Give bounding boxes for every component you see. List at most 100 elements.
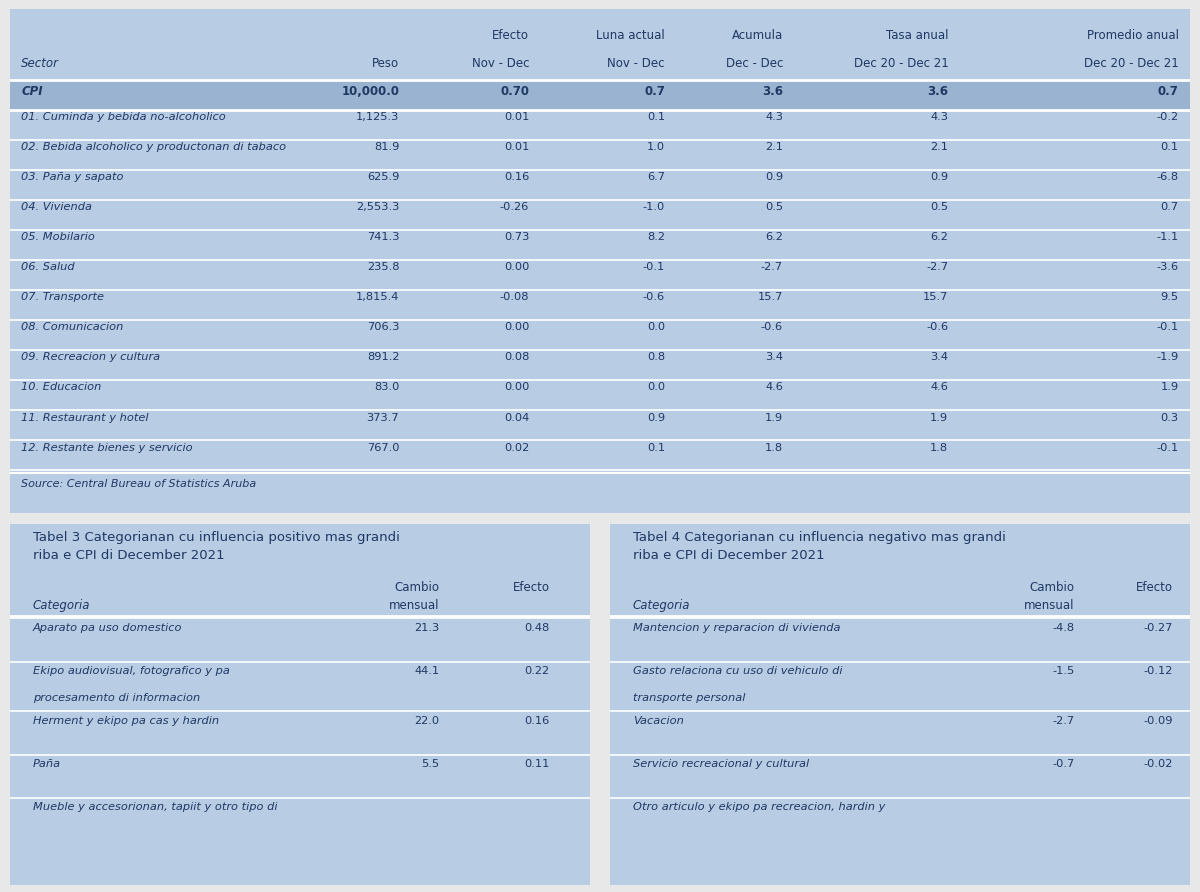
Text: 0.8: 0.8 (647, 352, 665, 362)
Text: 767.0: 767.0 (367, 442, 400, 452)
Text: Mueble y accesorionan, tapiit y otro tipo di: Mueble y accesorionan, tapiit y otro tip… (32, 803, 277, 813)
Text: 0.22: 0.22 (524, 666, 550, 676)
Text: 0.73: 0.73 (504, 232, 529, 243)
Text: Mantencion y reparacion di vivienda: Mantencion y reparacion di vivienda (632, 623, 840, 632)
Text: 0.9: 0.9 (930, 172, 948, 182)
Text: -0.1: -0.1 (1157, 322, 1178, 333)
Text: Ekipo audiovisual, fotografico y pa: Ekipo audiovisual, fotografico y pa (32, 666, 229, 676)
Text: -0.26: -0.26 (500, 202, 529, 212)
Text: -0.1: -0.1 (1157, 442, 1178, 452)
Bar (10, 80, 1190, 110)
Text: 04. Vivienda: 04. Vivienda (22, 202, 92, 212)
Text: 0.70: 0.70 (500, 85, 529, 97)
Text: riba e CPI di December 2021: riba e CPI di December 2021 (32, 549, 224, 562)
Text: -0.08: -0.08 (499, 293, 529, 302)
Text: 1.8: 1.8 (764, 442, 784, 452)
Text: 0.16: 0.16 (524, 715, 550, 726)
Text: 21.3: 21.3 (414, 623, 439, 632)
Text: Cambio: Cambio (1030, 582, 1074, 594)
Text: 706.3: 706.3 (367, 322, 400, 333)
Text: -1.5: -1.5 (1052, 666, 1074, 676)
Text: 1.9: 1.9 (930, 412, 948, 423)
Text: 0.08: 0.08 (504, 352, 529, 362)
Text: Acumula: Acumula (732, 29, 784, 42)
Text: 4.3: 4.3 (930, 112, 948, 122)
Text: 0.1: 0.1 (1160, 142, 1178, 153)
Text: 01. Cuminda y bebida no-alcoholico: 01. Cuminda y bebida no-alcoholico (22, 112, 226, 122)
Text: 1,815.4: 1,815.4 (356, 293, 400, 302)
Text: 6.2: 6.2 (766, 232, 784, 243)
Text: 1,125.3: 1,125.3 (356, 112, 400, 122)
Text: 373.7: 373.7 (367, 412, 400, 423)
Text: Herment y ekipo pa cas y hardin: Herment y ekipo pa cas y hardin (32, 715, 218, 726)
Text: Paña: Paña (32, 759, 61, 769)
Text: -0.6: -0.6 (643, 293, 665, 302)
Text: Cambio: Cambio (395, 582, 439, 594)
Text: 0.00: 0.00 (504, 383, 529, 392)
Text: 0.7: 0.7 (1158, 85, 1178, 97)
Text: Source: Central Bureau of Statistics Aruba: Source: Central Bureau of Statistics Aru… (22, 479, 257, 489)
Text: -0.27: -0.27 (1144, 623, 1172, 632)
Text: 10. Educacion: 10. Educacion (22, 383, 102, 392)
Text: -2.7: -2.7 (761, 262, 784, 272)
Text: 4.3: 4.3 (766, 112, 784, 122)
Text: Tabel 4 Categorianan cu influencia negativo mas grandi: Tabel 4 Categorianan cu influencia negat… (632, 531, 1006, 544)
Text: 0.02: 0.02 (504, 442, 529, 452)
Text: Nov - Dec: Nov - Dec (607, 57, 665, 70)
Text: Dec 20 - Dec 21: Dec 20 - Dec 21 (853, 57, 948, 70)
Text: Efecto: Efecto (492, 29, 529, 42)
Text: 0.5: 0.5 (764, 202, 784, 212)
Text: 0.00: 0.00 (504, 262, 529, 272)
Text: -3.6: -3.6 (1157, 262, 1178, 272)
Text: transporte personal: transporte personal (632, 693, 745, 703)
Text: -0.6: -0.6 (761, 322, 784, 333)
Text: 3.6: 3.6 (928, 85, 948, 97)
Text: -6.8: -6.8 (1157, 172, 1178, 182)
Text: -0.7: -0.7 (1052, 759, 1074, 769)
Text: 0.16: 0.16 (504, 172, 529, 182)
Text: -1.1: -1.1 (1157, 232, 1178, 243)
Text: Promedio anual: Promedio anual (1086, 29, 1178, 42)
Text: 1.9: 1.9 (764, 412, 784, 423)
Text: 07. Transporte: 07. Transporte (22, 293, 104, 302)
Text: 0.3: 0.3 (1160, 412, 1178, 423)
Text: 15.7: 15.7 (757, 293, 784, 302)
Text: 81.9: 81.9 (374, 142, 400, 153)
Text: 6.2: 6.2 (930, 232, 948, 243)
Text: 44.1: 44.1 (414, 666, 439, 676)
Text: 0.9: 0.9 (764, 172, 784, 182)
Text: Dec - Dec: Dec - Dec (726, 57, 784, 70)
Text: -0.02: -0.02 (1144, 759, 1172, 769)
Text: -0.12: -0.12 (1144, 666, 1172, 676)
Text: 235.8: 235.8 (367, 262, 400, 272)
Text: Tabel 3 Categorianan cu influencia positivo mas grandi: Tabel 3 Categorianan cu influencia posit… (32, 531, 400, 544)
Text: 11. Restaurant y hotel: 11. Restaurant y hotel (22, 412, 149, 423)
Text: Efecto: Efecto (1136, 582, 1172, 594)
Text: Categoria: Categoria (632, 599, 690, 613)
Text: Efecto: Efecto (512, 582, 550, 594)
Text: 0.9: 0.9 (647, 412, 665, 423)
Text: Vacacion: Vacacion (632, 715, 684, 726)
Text: 625.9: 625.9 (367, 172, 400, 182)
Text: -0.6: -0.6 (926, 322, 948, 333)
Text: 0.01: 0.01 (504, 112, 529, 122)
Text: 0.11: 0.11 (524, 759, 550, 769)
Text: 9.5: 9.5 (1160, 293, 1178, 302)
Text: 891.2: 891.2 (367, 352, 400, 362)
Text: 2.1: 2.1 (930, 142, 948, 153)
Text: 2.1: 2.1 (766, 142, 784, 153)
Text: -0.1: -0.1 (643, 262, 665, 272)
Text: 02. Bebida alcoholico y productonan di tabaco: 02. Bebida alcoholico y productonan di t… (22, 142, 287, 153)
Text: 0.00: 0.00 (504, 322, 529, 333)
Text: riba e CPI di December 2021: riba e CPI di December 2021 (632, 549, 824, 562)
Text: 4.6: 4.6 (766, 383, 784, 392)
Text: 05. Mobilario: 05. Mobilario (22, 232, 95, 243)
Text: -1.0: -1.0 (643, 202, 665, 212)
Text: 15.7: 15.7 (923, 293, 948, 302)
Text: 22.0: 22.0 (414, 715, 439, 726)
Text: 12. Restante bienes y servicio: 12. Restante bienes y servicio (22, 442, 193, 452)
Text: mensual: mensual (389, 599, 439, 613)
Text: 03. Paña y sapato: 03. Paña y sapato (22, 172, 124, 182)
Text: 741.3: 741.3 (367, 232, 400, 243)
Text: 5.5: 5.5 (421, 759, 439, 769)
